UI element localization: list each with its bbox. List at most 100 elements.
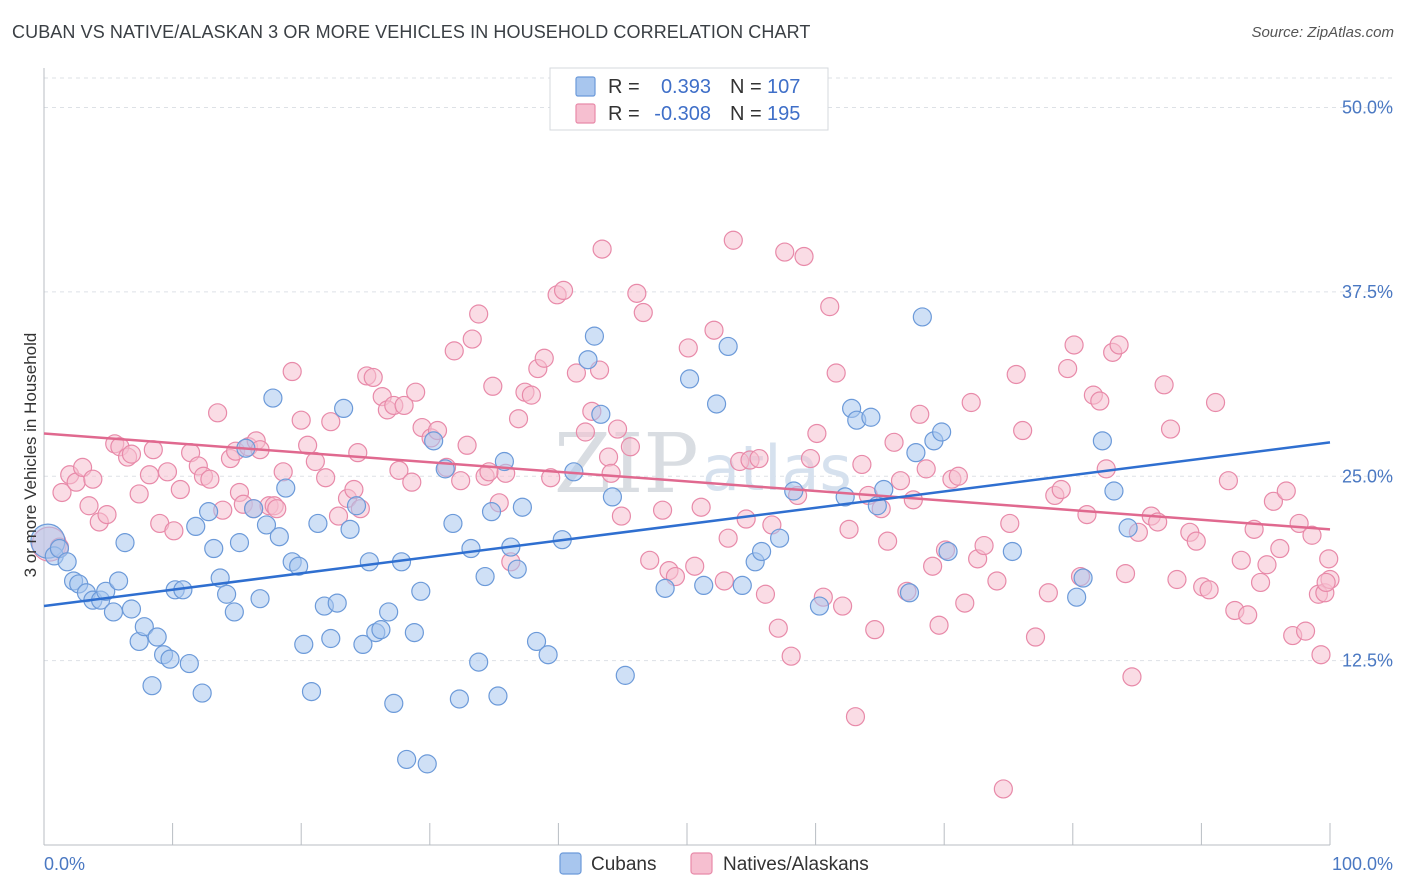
natives-point xyxy=(633,302,653,323)
cubans-point xyxy=(1073,568,1093,588)
watermark-atlas: atlas xyxy=(702,432,852,505)
trend-lines xyxy=(43,432,1331,608)
natives-point xyxy=(1013,420,1033,441)
y-tick-labels: 12.5% 25.0% 37.5% 50.0% xyxy=(1342,98,1393,671)
cubans-point xyxy=(108,571,129,591)
natives-point xyxy=(884,432,904,452)
natives-point xyxy=(1000,513,1020,534)
cubans-point xyxy=(379,602,399,622)
cubans-point xyxy=(507,559,527,579)
natives-point xyxy=(1160,419,1181,439)
natives-point xyxy=(1186,531,1206,551)
natives-point xyxy=(852,454,872,475)
natives-point xyxy=(1038,583,1058,603)
natives-point xyxy=(267,499,287,519)
natives-point xyxy=(820,297,840,317)
natives-point xyxy=(1077,504,1097,525)
cubans-point xyxy=(1002,541,1022,562)
natives-point xyxy=(800,448,821,469)
natives-point xyxy=(406,382,426,402)
natives-point xyxy=(129,484,149,504)
natives-point xyxy=(1025,627,1046,647)
natives-point xyxy=(755,584,776,604)
natives-point xyxy=(601,463,621,483)
natives-point xyxy=(627,283,647,303)
legend-r-label-natives: R = xyxy=(608,103,640,125)
legend-n-value-natives: 195 xyxy=(767,103,800,125)
cubans-point xyxy=(256,515,277,535)
cubans-point xyxy=(655,578,675,598)
natives-point xyxy=(1270,538,1290,559)
natives-point xyxy=(890,471,911,491)
natives-point xyxy=(807,423,827,444)
natives-point xyxy=(157,462,178,482)
series-cubans-points xyxy=(30,307,1138,774)
cubans-point xyxy=(327,593,347,613)
natives-point xyxy=(1257,555,1277,575)
cubans-point xyxy=(706,394,727,414)
legend-r-label-cubans: R = xyxy=(608,76,640,98)
natives-point xyxy=(1276,481,1296,501)
legend-swatch-natives xyxy=(575,103,596,124)
natives-point xyxy=(718,528,738,548)
cubans-point xyxy=(769,528,790,548)
natives-point xyxy=(1316,572,1336,593)
bottom-legend: Cubans Natives/Alaskans xyxy=(559,852,869,875)
natives-point xyxy=(1115,563,1136,584)
cubans-point xyxy=(469,652,489,672)
natives-point xyxy=(200,469,220,489)
cubans-point xyxy=(899,583,920,603)
natives-point xyxy=(598,447,619,467)
cubans-point xyxy=(229,533,250,553)
natives-point xyxy=(143,440,163,460)
cubans-point xyxy=(906,443,926,463)
bottom-legend-label-cubans: Cubans xyxy=(591,854,657,875)
natives-point xyxy=(508,409,529,429)
cubans-point xyxy=(602,487,623,507)
natives-point xyxy=(1319,549,1339,569)
cubans-point xyxy=(488,686,508,706)
natives-point xyxy=(910,404,930,424)
natives-point xyxy=(640,550,660,570)
natives-point xyxy=(714,571,734,591)
natives-point xyxy=(208,403,228,423)
cubans-point xyxy=(591,404,611,424)
natives-trend-line xyxy=(43,432,1331,531)
natives-point xyxy=(79,496,99,516)
cubans-point xyxy=(932,422,952,442)
source-label: Source: ZipAtlas.com xyxy=(1251,24,1394,41)
natives-point xyxy=(929,615,949,635)
cubans-point xyxy=(244,499,264,519)
cubans-point xyxy=(371,620,391,640)
cubans-point xyxy=(321,628,341,649)
cubans-point xyxy=(142,676,162,696)
natives-point xyxy=(1250,572,1271,593)
natives-point xyxy=(1295,621,1316,641)
cubans-point xyxy=(938,541,958,562)
natives-point xyxy=(566,363,587,383)
natives-point xyxy=(1238,605,1258,625)
natives-point xyxy=(878,531,898,551)
cubans-point xyxy=(57,552,77,572)
cubans-point xyxy=(1092,431,1112,451)
y-tick-label-3: 50.0% xyxy=(1342,98,1393,118)
natives-point xyxy=(363,367,383,388)
cubans-point xyxy=(384,693,404,714)
natives-point xyxy=(348,443,368,463)
natives-point xyxy=(444,341,464,361)
natives-point xyxy=(394,395,414,416)
natives-point xyxy=(1109,335,1129,355)
natives-point xyxy=(839,519,859,539)
natives-point xyxy=(1231,550,1251,570)
bottom-legend-label-natives: Natives/Alaskans xyxy=(723,854,869,875)
natives-point xyxy=(678,338,698,358)
cubans-point xyxy=(250,589,270,609)
cubans-point xyxy=(1104,481,1124,501)
natives-point xyxy=(652,500,673,520)
cubans-point xyxy=(1067,587,1087,607)
natives-point xyxy=(1090,391,1110,411)
cubans-point xyxy=(199,502,219,522)
natives-point xyxy=(749,448,769,469)
natives-point xyxy=(469,304,489,324)
natives-point xyxy=(1051,479,1071,500)
